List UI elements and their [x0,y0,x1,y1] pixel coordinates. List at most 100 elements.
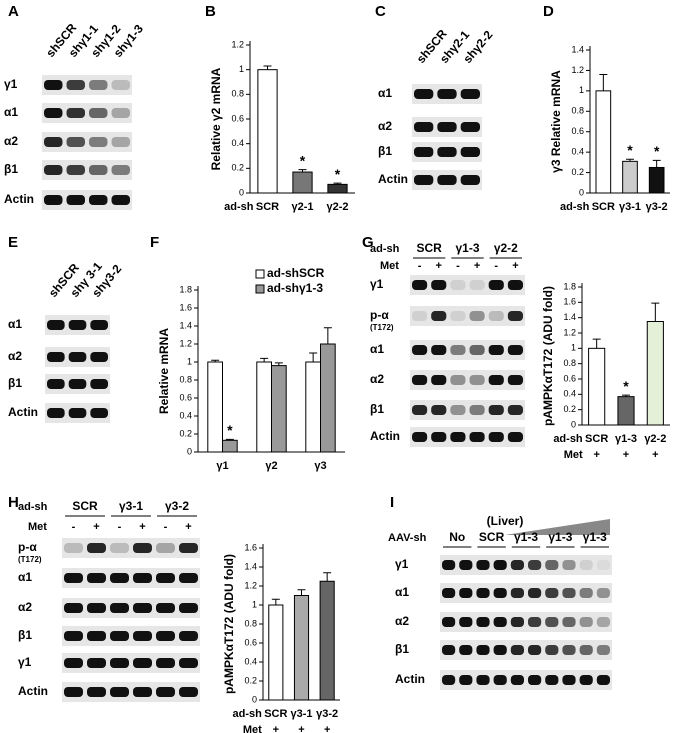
blot-band [579,560,593,570]
panel-letter: I [390,494,394,511]
blot-row-label: β1 [395,642,409,656]
blot-band [510,588,524,598]
x-tick-label: γ3 [314,460,326,472]
group-label: γ1-3 [583,530,607,544]
y-tick-label: 1.2 [563,327,576,337]
blot-band [87,687,106,697]
treatment-label: - [456,260,460,272]
blot-band [47,408,65,418]
blot-band [507,375,523,385]
row-value: + [652,449,658,461]
blot-band [110,658,129,668]
row-label: Met [243,724,262,733]
bar [320,343,336,453]
blot-band [476,588,490,598]
y-axis-label: γ3 Relative mRNA [549,70,563,173]
y-tick-label: 1.4 [244,561,257,571]
blot-band [442,645,456,655]
y-tick-label: 1.6 [563,297,576,307]
y-tick-label: 0.8 [231,89,244,99]
blot-row-label: α1 [370,342,384,356]
blot-band [431,345,447,355]
legend-swatch [255,269,265,279]
blot-strip [42,75,132,95]
blot-band [87,573,106,583]
y-tick-label: 0.4 [179,410,192,420]
y-axis-label: pAMPKαT172 (ADU fold) [541,286,555,426]
blot-band [64,543,83,553]
blot-band [507,280,523,290]
blot-band [493,675,507,685]
blot-band [156,573,175,583]
y-tick-label: 0.2 [179,428,192,438]
blot-band [528,617,542,627]
blot-band [476,617,490,627]
annotation: * [623,378,629,394]
blot-band [68,379,87,389]
y-tick-label: 0 [252,694,257,704]
blot-band [133,573,152,583]
blot-band [179,631,198,641]
group-axis-label: ad-sh [370,243,400,255]
blot-row-label: α2 [378,119,392,133]
blot-band [469,345,485,355]
blot-band [179,603,198,613]
blot-band [450,280,466,290]
blot-band [431,311,447,321]
y-tick-label: 0 [187,446,192,456]
blot-band [90,320,108,330]
blot-band [469,280,485,290]
blot-band [111,195,130,205]
blot-band [437,175,457,185]
annotation: * [335,166,341,182]
row-value: + [593,449,599,461]
blot-band [44,195,63,205]
x-prefix-label: ad-sh [224,201,254,213]
bar [268,604,284,701]
x-tick-label: γ1-3 [615,433,637,445]
blot-strip [410,427,525,447]
treatment-label: + [185,521,191,533]
row-value: + [273,724,279,733]
blot-band [493,588,507,598]
error-bar [274,362,283,366]
blot-band [156,543,175,553]
blot-band [89,195,108,205]
blot-band [507,405,523,415]
error-bar [622,394,630,397]
blot-band [110,573,129,583]
panel-letter: H [8,494,19,511]
blot-band [90,352,108,362]
blot-row-label: Actin [378,172,408,186]
blot-band [488,311,504,321]
blot-band [111,80,130,90]
y-tick-label: 1.4 [571,44,584,54]
blot-band [476,560,490,570]
y-tick-label: 0 [239,187,244,197]
blot-band [460,89,480,99]
blot-band [460,122,480,132]
blot-row-label: Actin [4,192,34,206]
blot-strip [42,103,132,123]
y-tick-label: 1.6 [244,542,257,552]
blot-band [64,631,83,641]
blot-row-label: γ1 [395,557,409,571]
blot-row-label: γ1 [4,77,18,91]
annotation: * [300,152,306,168]
tissue-label: (Liver) [487,514,524,528]
blot-band [460,175,480,185]
blot-band [562,645,576,655]
row-label: Met [564,449,583,461]
blot-band [156,631,175,641]
blot-row-label: α1 [8,317,22,331]
y-tick-label: 0.6 [571,126,584,136]
error-bar [626,158,634,162]
row-value: + [298,724,304,733]
y-tick-label: 0.8 [244,618,257,628]
y-tick-label: 1 [571,343,576,353]
blot-band [469,375,485,385]
blot-row-label: β1 [4,162,18,176]
blot-row-label: α1 [4,105,18,119]
bar [305,361,321,453]
